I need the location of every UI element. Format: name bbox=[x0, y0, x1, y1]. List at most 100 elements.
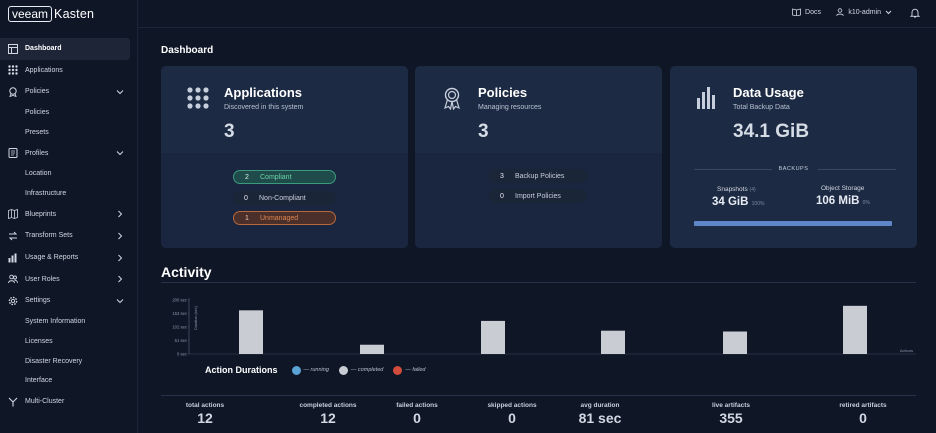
policies-count: 3 bbox=[478, 121, 489, 142]
sidebar-item-label: Profiles bbox=[25, 149, 49, 157]
brand-logo[interactable]: veeam Kasten bbox=[8, 6, 94, 22]
sidebar-item-label: Usage & Reports bbox=[25, 254, 79, 262]
chevron-down-icon[interactable] bbox=[116, 88, 124, 96]
user-menu[interactable]: k10-admin bbox=[836, 8, 892, 16]
legend-running[interactable]: — running bbox=[291, 365, 329, 375]
legend-failed[interactable]: — failed bbox=[393, 365, 426, 375]
stat-value: 0 bbox=[859, 410, 867, 426]
applications-card[interactable]: Applications Discovered in this system 3… bbox=[161, 66, 408, 248]
sidebar-subitem-presets[interactable]: Presets bbox=[0, 123, 138, 143]
sidebar-subitem-licenses[interactable]: Licenses bbox=[0, 331, 138, 351]
policies-subtitle: Managing resources bbox=[478, 104, 542, 111]
activity-title: Activity bbox=[161, 264, 212, 280]
sidebar-subitem-interface[interactable]: Interface bbox=[0, 371, 138, 391]
bell-icon[interactable] bbox=[910, 8, 920, 18]
unmanaged-pill[interactable]: 1 Unmanaged bbox=[233, 211, 336, 225]
transform-icon bbox=[8, 231, 18, 241]
non-compliant-pill[interactable]: 0 Non-Compliant bbox=[233, 191, 336, 205]
policies-card[interactable]: Policies Managing resources 3 3 Backup P… bbox=[415, 66, 662, 248]
sidebar-item-multi-cluster[interactable]: Multi-Cluster bbox=[0, 391, 138, 413]
applications-count: 3 bbox=[224, 121, 235, 142]
y-tick-label: 153 sec bbox=[172, 311, 187, 316]
stat-label: total actions bbox=[185, 402, 225, 409]
chevron-down-icon[interactable] bbox=[116, 297, 124, 305]
chevron-right-icon[interactable] bbox=[116, 254, 124, 262]
sidebar-item-label: Infrastructure bbox=[25, 190, 67, 198]
sidebar-subitem-policies[interactable]: Policies bbox=[0, 103, 138, 123]
compliant-pill[interactable]: 2 Compliant bbox=[233, 170, 336, 184]
sidebar-item-transform-sets[interactable]: Transform Sets bbox=[0, 225, 138, 247]
sidebar-item-label: Transform Sets bbox=[25, 232, 73, 240]
sidebar-item-label: Policies bbox=[25, 88, 50, 96]
data-usage-total: 34.1 GiB bbox=[733, 121, 810, 142]
data-usage-title: Data Usage bbox=[733, 85, 804, 100]
legend-completed[interactable]: — completed bbox=[338, 365, 383, 375]
sidebar-item-usage-and-reports[interactable]: Usage & Reports bbox=[0, 247, 138, 269]
sidebar-item-applications[interactable]: Applications bbox=[0, 60, 138, 82]
chart-bar[interactable] bbox=[843, 305, 867, 354]
stat-label: completed actions bbox=[299, 402, 357, 409]
chart-bar[interactable] bbox=[360, 344, 384, 354]
non-compliant-count: 0 bbox=[244, 194, 248, 202]
data-usage-card[interactable]: Data Usage Total Backup Data 34.1 GiB BA… bbox=[670, 66, 917, 248]
chart-icon bbox=[8, 253, 17, 263]
user-icon bbox=[836, 8, 845, 16]
sidebar-item-dashboard[interactable]: Dashboard bbox=[0, 38, 130, 60]
backups-divider-left bbox=[694, 169, 772, 170]
completed-dot bbox=[338, 365, 348, 375]
y-tick-label: 102 sec bbox=[172, 325, 187, 330]
chevron-right-icon[interactable] bbox=[116, 210, 124, 218]
snapshots-label-text: Snapshots bbox=[717, 186, 748, 193]
sidebar-subitem-system-information[interactable]: System Information bbox=[0, 312, 138, 332]
backup-policies-pill[interactable]: 3 Backup Policies bbox=[489, 169, 587, 183]
sidebar-subitem-location[interactable]: Location bbox=[0, 164, 138, 184]
stat-live-artifacts: live artifacts 355 bbox=[676, 402, 786, 426]
chart-legend: Action Durations — running — completed —… bbox=[205, 365, 436, 375]
sidebar-item-blueprints[interactable]: Blueprints bbox=[0, 204, 138, 226]
sidebar-item-policies[interactable]: Policies bbox=[0, 81, 138, 103]
legend-title: Action Durations bbox=[205, 365, 278, 375]
stat-value: 12 bbox=[320, 410, 336, 426]
sidebar-subitem-disaster-recovery[interactable]: Disaster Recovery bbox=[0, 351, 138, 371]
multicluster-icon bbox=[8, 397, 18, 407]
docs-link[interactable]: Docs bbox=[792, 8, 821, 16]
import-policies-pill[interactable]: 0 Import Policies bbox=[489, 189, 587, 203]
unmanaged-label: Unmanaged bbox=[260, 214, 299, 222]
sidebar-item-settings[interactable]: Settings bbox=[0, 290, 138, 312]
snapshots-value-text: 34 GiB bbox=[712, 196, 749, 208]
chart-bar[interactable] bbox=[481, 320, 505, 354]
sidebar-item-profiles[interactable]: Profiles bbox=[0, 142, 138, 164]
sidebar-item-user-roles[interactable]: User Roles bbox=[0, 268, 138, 290]
import-policies-count: 0 bbox=[500, 192, 504, 200]
sidebar-item-label: Multi-Cluster bbox=[25, 398, 65, 406]
applications-subtitle: Discovered in this system bbox=[224, 104, 304, 111]
sidebar-nav: Dashboard Applications Policies Policies Pre… bbox=[0, 38, 138, 412]
action-durations-chart: 200 sec 153 sec 102 sec 51 sec 0 sec Duration… bbox=[172, 298, 916, 357]
backup-policies-count: 3 bbox=[500, 172, 504, 180]
sidebar-item-label: Interface bbox=[25, 377, 53, 385]
chart-bar[interactable] bbox=[601, 330, 625, 354]
stat-skipped-actions: skipped actions 0 bbox=[457, 402, 567, 426]
chart-bar[interactable] bbox=[723, 331, 747, 355]
x-axis-label: Actions bbox=[900, 348, 913, 353]
users-icon bbox=[8, 274, 18, 284]
sidebar-item-label: Licenses bbox=[25, 337, 53, 345]
chevron-right-icon[interactable] bbox=[116, 275, 124, 283]
stat-failed-actions: failed actions 0 bbox=[362, 402, 472, 426]
grid-icon bbox=[187, 87, 209, 109]
stat-completed-actions: completed actions 12 bbox=[273, 402, 383, 426]
sidebar-subitem-infrastructure[interactable]: Infrastructure bbox=[0, 184, 138, 204]
y-tick-label: 200 sec bbox=[172, 298, 187, 303]
logo-text: Kasten bbox=[54, 7, 95, 21]
sidebar-item-label: System Information bbox=[25, 317, 86, 325]
page-title: Dashboard bbox=[161, 45, 214, 56]
sidebar-item-label: Policies bbox=[25, 109, 50, 117]
applications-title: Applications bbox=[224, 85, 303, 100]
stat-value: 0 bbox=[413, 410, 421, 426]
chevron-right-icon[interactable] bbox=[116, 232, 124, 240]
chevron-down-icon[interactable] bbox=[116, 149, 124, 157]
object-storage-percent: 0% bbox=[862, 200, 870, 206]
data-usage-subtitle: Total Backup Data bbox=[733, 104, 790, 111]
chart-bar[interactable] bbox=[239, 310, 263, 354]
compliant-count: 2 bbox=[245, 173, 249, 181]
